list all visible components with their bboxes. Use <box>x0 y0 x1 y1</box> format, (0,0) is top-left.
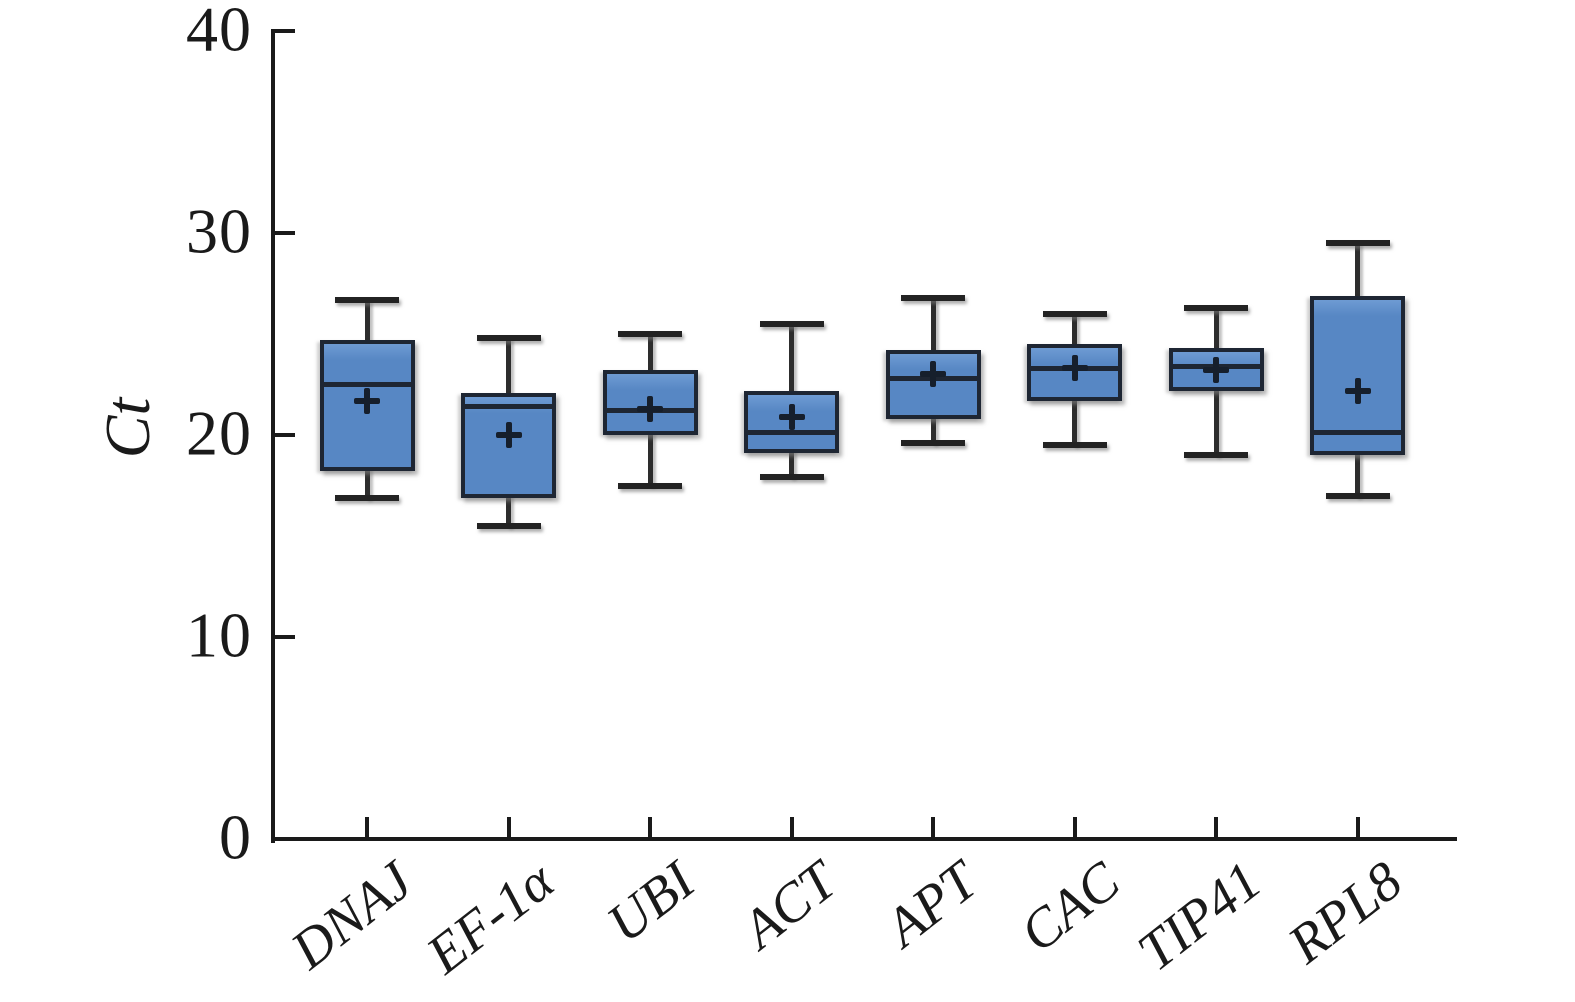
x-tick-label: ACT <box>730 849 848 960</box>
x-tick <box>1214 817 1218 837</box>
whisker-upper-stem <box>930 297 936 357</box>
whisker-lower-stem <box>1072 394 1077 448</box>
x-tick-label: APT <box>874 849 989 958</box>
whisker-upper-cap <box>618 331 682 337</box>
whisker-upper-stem <box>1213 307 1219 355</box>
y-tick-label: 10 <box>186 599 252 671</box>
y-tick-label: 0 <box>219 801 252 873</box>
mean-marker <box>637 395 663 422</box>
x-tick-label: UBI <box>595 849 706 955</box>
whisker-upper-cap <box>1325 240 1390 247</box>
y-tick <box>275 231 295 235</box>
mean-marker-vbar <box>788 403 795 430</box>
whisker-upper-stem <box>364 299 370 347</box>
x-tick-label: CAC <box>1008 849 1131 964</box>
whisker-lower-cap <box>476 522 541 529</box>
x-tick-label: EF-1α <box>414 849 565 986</box>
whisker-lower-stem <box>506 491 511 528</box>
x-tick <box>506 817 511 837</box>
x-tick <box>648 817 652 837</box>
whisker-lower-cap <box>901 440 965 447</box>
mean-marker-vbar <box>1071 355 1078 382</box>
whisker-lower-cap <box>1325 492 1390 499</box>
mean-marker-vbar <box>930 361 936 388</box>
y-axis-line <box>271 29 275 843</box>
whisker-lower-stem <box>1213 384 1219 458</box>
whisker-upper-stem <box>1355 243 1360 302</box>
median-line <box>463 404 554 410</box>
y-tick <box>275 29 295 33</box>
mean-marker <box>495 422 522 448</box>
whisker-lower-cap <box>759 474 824 481</box>
mean-marker <box>1061 355 1088 382</box>
x-tick <box>365 817 369 837</box>
mean-marker <box>1203 357 1229 384</box>
mean-marker-vbar <box>1354 377 1361 404</box>
whisker-lower-stem <box>1355 449 1360 498</box>
median-line <box>746 430 837 436</box>
mean-marker <box>1344 377 1371 404</box>
x-tick <box>789 817 794 837</box>
median-line <box>322 382 412 387</box>
whisker-upper-stem <box>647 334 653 377</box>
mean-marker-vbar <box>505 422 512 448</box>
whisker-lower-stem <box>647 428 653 488</box>
box <box>1310 295 1405 456</box>
mean-marker-vbar <box>1213 357 1219 384</box>
x-axis-line <box>271 837 1457 841</box>
y-tick-label: 40 <box>186 0 252 65</box>
box <box>461 392 556 498</box>
y-tick-label: 20 <box>186 397 252 469</box>
whisker-upper-cap <box>1184 304 1248 311</box>
whisker-upper-cap <box>1042 310 1107 317</box>
median-line <box>1312 430 1403 436</box>
whisker-upper-cap <box>901 294 965 301</box>
whisker-upper-stem <box>506 338 511 399</box>
whisker-upper-cap <box>476 335 541 342</box>
whisker-upper-cap <box>759 320 824 327</box>
mean-marker-vbar <box>647 395 653 422</box>
whisker-upper-stem <box>1072 313 1077 351</box>
whisker-lower-stem <box>930 412 936 446</box>
mean-marker-vbar <box>364 387 370 414</box>
mean-marker <box>920 361 946 388</box>
mean-marker <box>354 387 380 414</box>
whisker-lower-cap <box>1042 442 1107 449</box>
x-tick <box>1355 817 1360 837</box>
whisker-lower-stem <box>364 465 370 500</box>
whisker-upper-cap <box>335 296 399 303</box>
x-tick <box>1072 817 1077 837</box>
whisker-lower-cap <box>618 482 682 489</box>
x-tick-label: RPL8 <box>1276 849 1414 975</box>
y-tick <box>275 635 295 639</box>
whisker-lower-cap <box>335 494 399 501</box>
x-tick-label: TIP41 <box>1125 849 1272 983</box>
x-tick-label: DNAJ <box>279 849 423 981</box>
whisker-lower-stem <box>789 447 794 480</box>
whisker-upper-stem <box>789 323 794 397</box>
y-tick <box>275 433 295 437</box>
whisker-lower-cap <box>1184 452 1248 459</box>
x-tick <box>931 817 935 837</box>
y-tick-label: 30 <box>186 195 252 267</box>
mean-marker <box>778 403 805 430</box>
